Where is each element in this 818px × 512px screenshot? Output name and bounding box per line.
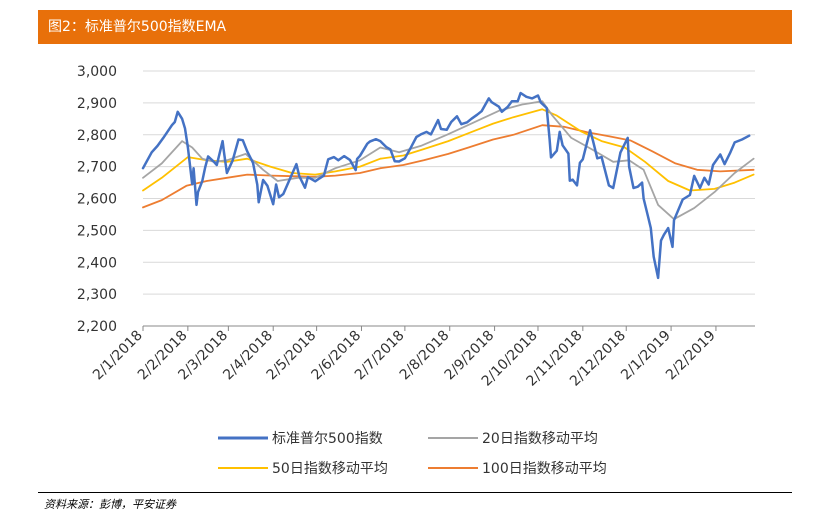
- series-line-ema20: [142, 100, 755, 221]
- y-tick-label: 2,900: [77, 96, 117, 112]
- source-note: 资料来源：彭博，平安证券: [44, 498, 176, 511]
- y-tick-label: 2,700: [77, 160, 117, 176]
- series-line-ema100: [142, 124, 755, 209]
- footer-divider: [38, 492, 792, 493]
- y-tick-label: 2,400: [77, 255, 117, 271]
- legend-item-ema100-label: 100日指数移动平均: [482, 461, 607, 477]
- y-tick-label: 2,600: [77, 192, 117, 208]
- figure-title: 图2：标准普尔500指数EMA: [48, 19, 227, 35]
- series-line-sp500: [141, 91, 751, 280]
- y-tick-label: 2,800: [77, 128, 117, 144]
- y-tick-label: 2,300: [77, 287, 117, 303]
- legend-item-ema20-label: 20日指数移动平均: [482, 431, 598, 447]
- legend-item-ema50-label: 50日指数移动平均: [272, 461, 388, 477]
- y-tick-label: 2,500: [77, 223, 117, 239]
- series-line-ema50: [142, 108, 755, 192]
- figure-header: 图2：标准普尔500指数EMA: [38, 10, 792, 44]
- x-tick-label: 2/2/2019: [663, 328, 719, 384]
- ema-line-chart: 2,200 2,300 2,400 2,500 2,600 2,700 2,800 2,900…: [77, 64, 755, 477]
- y-tick-label: 3,000: [77, 64, 117, 80]
- y-tick-label: 2,200: [77, 319, 117, 335]
- legend-item-sp500-label: 标准普尔500指数: [272, 431, 383, 447]
